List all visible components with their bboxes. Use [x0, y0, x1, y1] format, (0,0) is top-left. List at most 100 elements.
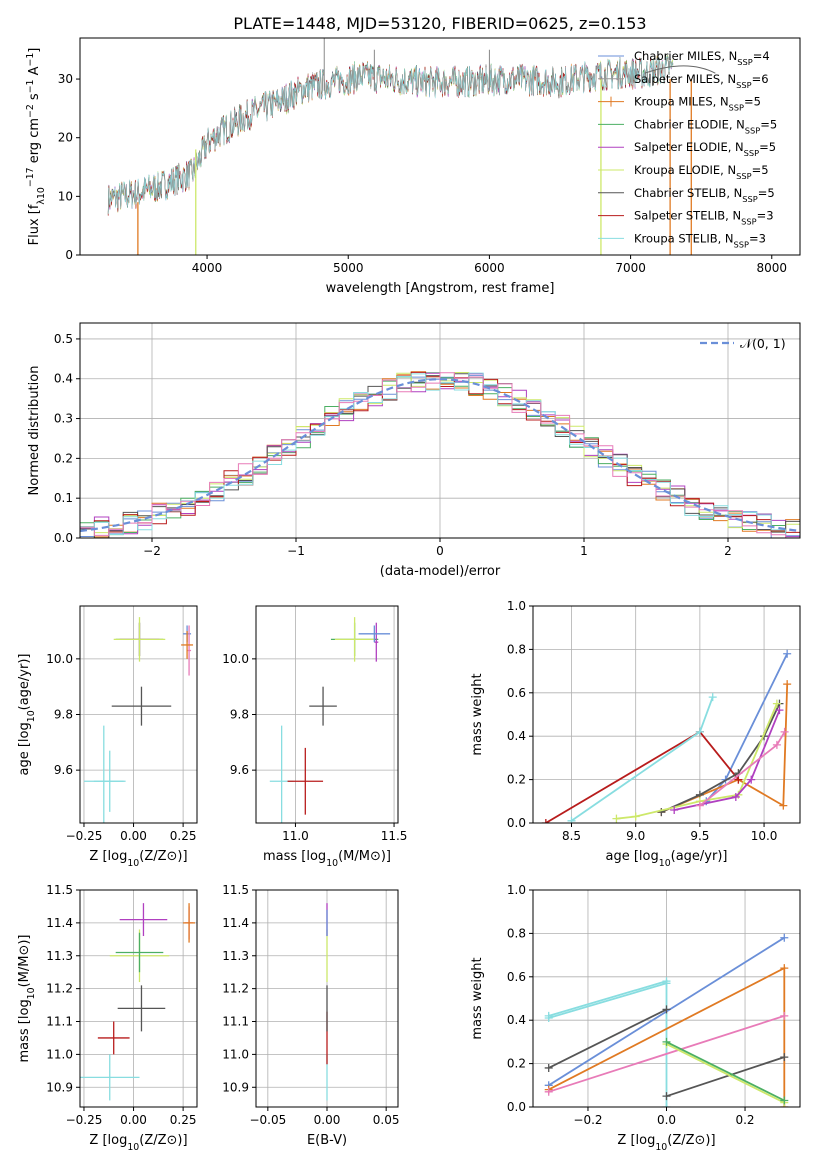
axes-frame	[255, 889, 399, 1108]
legend-label: Chabrier ELODIE, NSSP​=5	[634, 117, 777, 135]
plot-area	[80, 371, 800, 538]
y-tick-label: 10.9	[46, 1080, 73, 1094]
x-axis-label: Z [log10​(Z/Z⊙)]	[617, 1133, 715, 1153]
x-tick-label: 11.5	[381, 829, 408, 843]
weight-point	[780, 1053, 789, 1062]
weight-point	[612, 814, 621, 823]
x-axis-label: age [log10​(age/yr)]	[606, 849, 728, 869]
y-tick-label: 10.0	[46, 652, 73, 666]
legend-label: Kroupa ELODIE, NSSP​=5	[634, 163, 769, 181]
y-tick-label: 0.4	[54, 372, 73, 386]
weight-point	[780, 933, 789, 942]
weight-point	[544, 1014, 553, 1023]
weight-point	[780, 1096, 789, 1105]
weight-point	[779, 801, 788, 810]
legend-label: Salpeter STELIB, NSSP​=3	[634, 209, 774, 227]
weight-point	[772, 699, 781, 708]
y-tick-label: 11.2	[222, 982, 249, 996]
weight-line-chabrier_stelib	[548, 1008, 667, 1069]
y-axis-label: Flux [fλ10​−17​ erg cm−2​ s−1​ A−1​]	[25, 48, 47, 246]
axes-frame	[79, 37, 801, 256]
legend-label: 𝒩(0, 1)	[740, 336, 786, 351]
weight-point	[695, 801, 704, 810]
y-tick-label: 11.4	[46, 916, 73, 930]
y-tick-label: 20	[58, 131, 73, 145]
x-tick-label: 2	[724, 544, 732, 558]
weight-point	[747, 775, 756, 784]
weight-point	[657, 808, 666, 817]
spectrum-line-kroupa_stelib	[107, 56, 674, 214]
x-tick-label: 10.0	[751, 829, 778, 843]
plot-area	[544, 933, 789, 1107]
axes-frame	[255, 605, 399, 824]
y-tick-label: 10.0	[222, 652, 249, 666]
x-tick-label: −1	[287, 544, 305, 558]
plot-area	[107, 38, 716, 255]
y-tick-label: 0	[65, 248, 73, 262]
x-tick-label: 0.05	[373, 1113, 400, 1127]
weight-line-kroupa_miles	[661, 684, 789, 813]
y-tick-label: 11.3	[222, 949, 249, 963]
x-tick-label: 0.00	[314, 1113, 341, 1127]
plot-area	[541, 649, 792, 823]
y-tick-label: 11.5	[222, 883, 249, 897]
x-axis-label: Z [log10​(Z/Z⊙)]	[89, 849, 187, 869]
y-tick-label: 0.0	[54, 531, 73, 545]
y-tick-label: 9.6	[54, 763, 73, 777]
y-tick-label: 30	[58, 72, 73, 86]
panel-weight_vs_age: 8.5 9.0 9.5 10.0 0.0 0.2 0.4 0.6 0.8 1.0 age [log1…	[470, 599, 801, 869]
weight-point	[670, 805, 679, 814]
legend-label: Chabrier MILES, NSSP​=4	[634, 49, 770, 67]
weight-point	[780, 1011, 789, 1020]
panel-weight_vs_Z: −0.2 0.0 0.2 0.0 0.2 0.4 0.6 0.8 1.0 Z [log10​(Z/…	[470, 883, 801, 1153]
x-tick-label: −0.25	[66, 829, 103, 843]
weight-point	[662, 979, 671, 988]
x-tick-label: 7000	[615, 261, 646, 275]
weight-point	[772, 740, 781, 749]
x-tick-label: 0.25	[170, 829, 197, 843]
y-tick-label: 9.6	[230, 763, 249, 777]
plot-area	[269, 617, 391, 823]
x-tick-label: 9.0	[626, 829, 645, 843]
weight-line-pink	[548, 1015, 785, 1093]
weight-point	[708, 693, 717, 702]
figure-title: PLATE=1448, MJD=53120, FIBERID=0625, z=0…	[233, 14, 646, 33]
weight-point	[541, 819, 550, 823]
y-tick-label: 0.4	[507, 1013, 526, 1027]
x-tick-label: 0	[436, 544, 444, 558]
y-tick-label: 0.2	[507, 773, 526, 787]
y-tick-label: 11.4	[222, 916, 249, 930]
y-tick-label: 10.9	[222, 1080, 249, 1094]
x-tick-label: 0.00	[120, 829, 147, 843]
x-tick-label: 6000	[474, 261, 505, 275]
plot-area	[83, 617, 194, 823]
weight-point	[662, 1005, 671, 1014]
y-axis-label: mass [log10​(M/M⊙)]	[17, 934, 37, 1062]
y-tick-label: 10	[58, 189, 73, 203]
legend-label: Salpeter MILES, NSSP​=6	[634, 72, 769, 90]
weight-line-salpeter_elodie	[674, 709, 781, 811]
legend: Chabrier MILES, NSSP​=4 Salpeter MILES, N…	[598, 49, 777, 249]
x-tick-label: −0.2	[573, 1113, 602, 1127]
weight-point	[662, 1103, 671, 1107]
y-tick-label: 9.8	[230, 708, 249, 722]
axes-frame	[532, 889, 801, 1108]
x-tick-label: 5000	[333, 261, 364, 275]
weight-line-kroupa_elodie	[666, 1043, 785, 1104]
legend-label: Kroupa MILES, NSSP​=5	[634, 95, 761, 113]
y-tick-label: 1.0	[507, 599, 526, 613]
y-axis-label: age [log10​(age/yr)]	[17, 654, 37, 776]
x-tick-label: 0.25	[170, 1113, 197, 1127]
x-tick-label: 9.5	[690, 829, 709, 843]
weight-point	[567, 816, 576, 823]
axes-frame	[79, 322, 801, 539]
x-tick-label: 1	[580, 544, 588, 558]
panel-spectrum: 4000 5000 6000 7000 8000 0 10 20 30 wavelength [A…	[25, 37, 801, 296]
y-tick-label: 0.6	[507, 970, 526, 984]
weight-line-chabrier_miles	[705, 653, 789, 802]
weight-point	[731, 792, 740, 801]
x-axis-label: Z [log10​(Z/Z⊙)]	[89, 1133, 187, 1153]
weight-point	[775, 706, 784, 715]
y-tick-label: 11.5	[46, 883, 73, 897]
